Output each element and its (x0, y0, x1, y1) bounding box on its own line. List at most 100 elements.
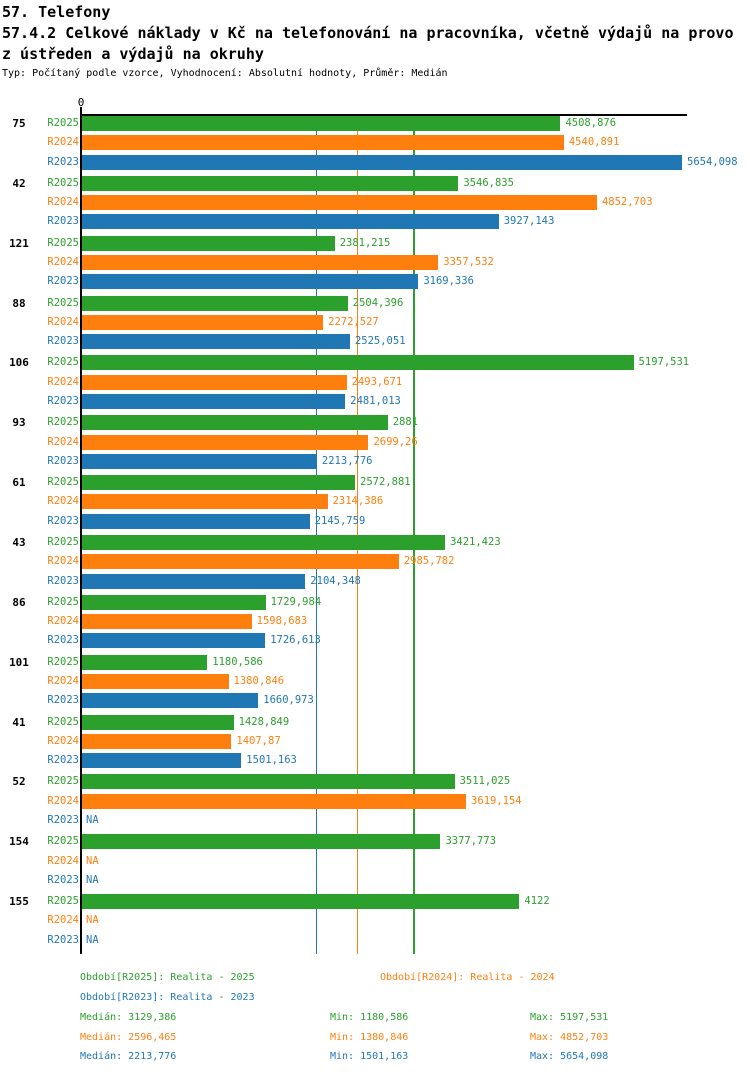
bar-value-label: 1380,846 (233, 674, 285, 687)
bar-r2025[interactable] (82, 534, 446, 550)
bar-value-label: 2881 (392, 416, 419, 429)
bar-r2023[interactable] (82, 513, 310, 529)
bar-r2023[interactable] (82, 453, 317, 469)
bar-r2023[interactable] (82, 633, 266, 649)
series-row-label: R2023 (47, 335, 79, 348)
bar-value-label: 2572,881 (360, 476, 411, 489)
bar-r2024[interactable] (82, 793, 467, 809)
series-row-label: R2025 (47, 236, 79, 249)
bar-r2025[interactable] (82, 654, 208, 670)
median-r2024: Medián: 2596,465 (80, 1032, 177, 1043)
group-id-label: 42 (12, 176, 26, 190)
bar-r2024[interactable] (82, 673, 229, 689)
bar-r2023[interactable] (82, 753, 242, 769)
max-r2025: Max: 5197,531 (530, 1012, 609, 1023)
series-row-label: R2025 (47, 176, 79, 189)
bar-value-label: 2504,396 (352, 296, 404, 309)
bar-r2024[interactable] (82, 554, 399, 570)
bar-r2025[interactable] (82, 355, 634, 371)
x-axis-line (81, 114, 687, 116)
group-id-label: 43 (12, 535, 26, 549)
bar-r2025[interactable] (82, 894, 520, 910)
bar-value-label: 5197,531 (638, 356, 690, 369)
min-r2025: Min: 1180,586 (330, 1012, 409, 1023)
bar-value-label: 2213,776 (321, 454, 373, 467)
bar-r2025[interactable] (82, 116, 561, 131)
group-id-label: 93 (12, 416, 26, 430)
bar-r2024[interactable] (82, 255, 439, 270)
bar-r2024[interactable] (82, 494, 328, 510)
series-row-label: R2024 (47, 315, 79, 328)
bar-r2023[interactable] (82, 573, 306, 589)
bar-value-label: 3377,773 (445, 835, 497, 848)
group-id-label: 88 (12, 296, 26, 310)
bar-r2024[interactable] (82, 135, 564, 151)
bar-r2025[interactable] (82, 415, 388, 431)
bar-value-label: 3546,835 (463, 176, 514, 189)
series-row-label: R2024 (47, 674, 79, 687)
series-row-label: R2025 (47, 775, 79, 788)
bar-value-label: 2481,013 (350, 395, 401, 407)
bar-value-label: 2314,386 (332, 495, 384, 508)
series-row-label: R2024 (47, 734, 79, 747)
series-row-label: R2023 (47, 155, 79, 168)
bar-r2025[interactable] (82, 175, 459, 191)
bar-value-label: 3169,336 (423, 275, 474, 288)
bar-r2024[interactable] (82, 314, 324, 330)
legend-r2023: Období[R2023]: Realita - 2023 (80, 992, 255, 1003)
na-value-label: NA (86, 854, 99, 867)
series-row-label: R2025 (47, 535, 79, 548)
series-row-label: R2025 (47, 895, 79, 908)
bar-value-label: 2493,671 (351, 375, 403, 388)
group-id-label: 155 (9, 895, 29, 909)
series-row-label: R2023 (47, 933, 79, 946)
series-row-label: R2023 (47, 514, 79, 527)
bar-r2023[interactable] (82, 214, 499, 230)
bar-value-label: 2985,782 (403, 555, 455, 568)
bar-value-label: 2272,527 (328, 315, 379, 328)
bar-r2025[interactable] (82, 834, 441, 850)
legend-r2025: Období[R2025]: Realita - 2025 (80, 972, 255, 983)
bar-r2023[interactable] (82, 154, 682, 170)
bar-r2023[interactable] (82, 394, 346, 409)
group-id-label: 86 (12, 595, 26, 609)
bar-r2023[interactable] (82, 693, 259, 709)
bar-value-label: 4508,876 (565, 117, 617, 129)
max-r2023: Max: 5654,098 (530, 1051, 609, 1062)
series-row-label: R2023 (47, 454, 79, 467)
min-r2023: Min: 1501,163 (330, 1051, 409, 1062)
bar-r2024[interactable] (82, 374, 347, 390)
bar-value-label: 2699,26 (373, 435, 418, 448)
report-subtitle-line1: 57.4.2 Celkové náklady v Kč na telefonov… (2, 24, 734, 42)
bar-r2025[interactable] (82, 235, 335, 251)
bar-r2025[interactable] (82, 774, 455, 790)
series-row-label: R2025 (47, 655, 79, 668)
na-value-label: NA (86, 873, 99, 886)
bar-r2025[interactable] (82, 714, 234, 730)
bar-r2025[interactable] (82, 594, 266, 610)
bar-value-label: 3619,154 (471, 794, 522, 807)
bar-r2025[interactable] (82, 475, 356, 491)
bar-r2023[interactable] (82, 274, 419, 290)
report-subtitle-line2: z ústředen a výdajů na okruhy (2, 45, 264, 63)
bar-r2023[interactable] (82, 334, 350, 350)
bar-value-label: 1501,163 (246, 754, 297, 767)
group-id-label: 61 (12, 476, 26, 490)
bar-r2025[interactable] (82, 295, 348, 311)
bar-r2024[interactable] (82, 733, 232, 749)
series-row-label: R2024 (47, 854, 79, 867)
series-row-label: R2023 (47, 694, 79, 707)
bar-value-label: 1726,613 (270, 634, 321, 647)
bar-r2024[interactable] (82, 614, 252, 630)
series-row-label: R2023 (47, 215, 79, 228)
series-row-label: R2024 (47, 136, 79, 149)
legend-r2024: Období[R2024]: Realita - 2024 (380, 972, 555, 983)
bar-value-label: 3357,532 (443, 256, 494, 268)
bar-r2024[interactable] (82, 195, 597, 211)
bar-value-label: 2145,759 (314, 514, 366, 527)
bar-r2024[interactable] (82, 434, 369, 450)
series-row-label: R2024 (47, 794, 79, 807)
series-row-label: R2025 (47, 416, 79, 429)
bar-value-label: 5654,098 (687, 155, 738, 168)
